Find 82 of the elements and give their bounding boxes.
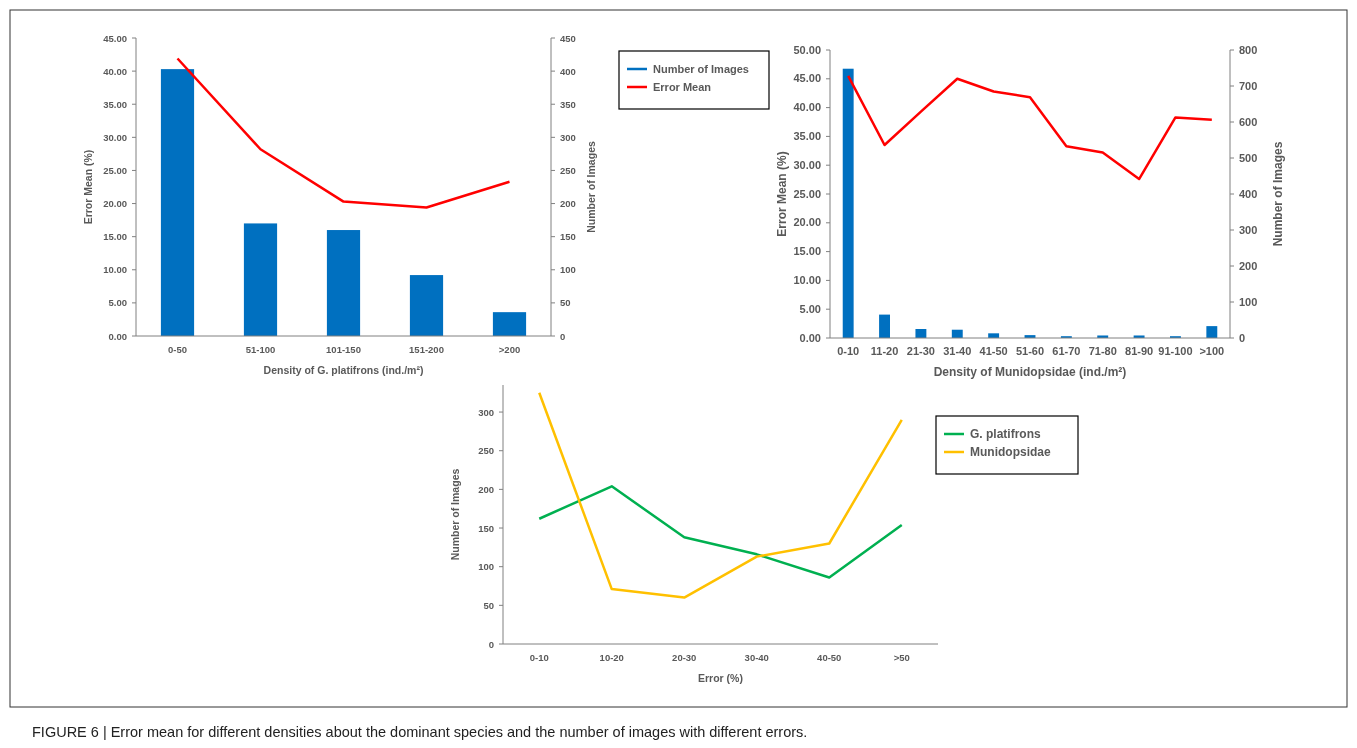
- y-tick-label: 20.00: [793, 216, 821, 229]
- y-tick-label: 0.00: [799, 331, 821, 344]
- y-tick-label: 35.00: [793, 129, 821, 142]
- x-tick-label: >200: [498, 344, 521, 355]
- y2-tick-label: 300: [1239, 223, 1258, 236]
- y2-axis-title: Number of Images: [585, 141, 597, 233]
- x-tick-label: 51-100: [245, 344, 276, 355]
- y-tick-label: 25.00: [793, 187, 821, 200]
- y2-tick-label: 300: [560, 131, 576, 143]
- x-tick-label: 101-150: [326, 344, 361, 355]
- caption: FIGURE 6 | Error mean for different densities about the dominant species and the number of images with different errors.: [32, 724, 808, 740]
- y-tick-label: 15.00: [793, 245, 821, 258]
- legend-label: G. platifrons: [970, 427, 1041, 441]
- y-axis-title: Error Mean (%): [775, 151, 789, 237]
- x-tick-label: 71-80: [1088, 345, 1117, 357]
- y2-tick-label: 0: [560, 330, 566, 342]
- y2-tick-label: 150: [560, 231, 576, 243]
- x-tick-label: >100: [1199, 345, 1225, 357]
- y-tick-label: 0.00: [108, 330, 127, 342]
- y-tick-label: 50.00: [793, 43, 821, 56]
- x-axis-title: Error (%): [698, 672, 743, 684]
- x-tick-label: 31-40: [943, 345, 972, 357]
- y-tick-label: 25.00: [103, 164, 127, 176]
- y2-tick-label: 400: [1239, 187, 1258, 200]
- y-tick-label: 100: [478, 561, 494, 573]
- y-tick-label: 300: [478, 406, 494, 418]
- y2-tick-label: 400: [560, 65, 576, 77]
- y-tick-label: 45.00: [103, 32, 127, 44]
- x-tick-label: 0-10: [837, 345, 860, 357]
- y2-tick-label: 450: [560, 32, 576, 44]
- y-axis-title: Number of Images: [449, 468, 461, 561]
- y-tick-label: 35.00: [103, 98, 127, 110]
- y-tick-label: 10.00: [793, 273, 821, 286]
- legend-label: Munidopsidae: [970, 445, 1051, 459]
- y2-tick-label: 200: [560, 198, 576, 210]
- x-axis-title: Density of Munidopsidae (ind./m²): [933, 365, 1127, 379]
- x-tick-label: 41-50: [979, 345, 1008, 357]
- legend-label: Number of Images: [653, 63, 749, 75]
- y2-tick-label: 200: [1239, 259, 1258, 272]
- x-axis-title: Density of G. platifrons (ind./m²): [263, 364, 424, 376]
- y-tick-label: 20.00: [103, 198, 127, 210]
- legend-label: Error Mean: [653, 81, 712, 93]
- y2-tick-label: 500: [1239, 151, 1258, 164]
- y-tick-label: 0: [488, 638, 494, 650]
- x-tick-label: 10-20: [599, 652, 624, 663]
- x-tick-label: 0-10: [529, 652, 549, 663]
- y-axis-title: Error Mean (%): [82, 149, 94, 225]
- y-tick-label: 40.00: [793, 101, 821, 114]
- y2-tick-label: 250: [560, 164, 576, 176]
- x-tick-label: 151-200: [409, 344, 444, 355]
- y2-axis-title: Number of Images: [1271, 141, 1285, 247]
- y-tick-label: 150: [478, 522, 494, 534]
- y-tick-label: 10.00: [103, 264, 127, 276]
- x-tick-label: 91-100: [1158, 345, 1193, 357]
- y-tick-label: 15.00: [103, 231, 127, 243]
- y-tick-label: 5.00: [799, 302, 821, 315]
- y-tick-label: 40.00: [103, 65, 127, 77]
- y-tick-label: 50: [483, 599, 494, 611]
- y2-tick-label: 600: [1239, 115, 1258, 128]
- x-tick-label: 81-90: [1125, 345, 1154, 357]
- x-tick-label: 11-20: [870, 345, 899, 357]
- x-tick-label: 0-50: [167, 344, 188, 355]
- x-tick-label: 20-30: [672, 652, 697, 663]
- y-tick-label: 5.00: [108, 297, 127, 309]
- y-tick-label: 30.00: [793, 158, 821, 171]
- y2-tick-label: 100: [560, 264, 576, 276]
- y-tick-label: 45.00: [793, 72, 821, 85]
- y2-tick-label: 700: [1239, 79, 1258, 92]
- y-tick-label: 250: [478, 445, 494, 457]
- x-tick-label: 21-30: [906, 345, 935, 357]
- x-tick-label: 61-70: [1052, 345, 1081, 357]
- y2-tick-label: 50: [560, 297, 571, 309]
- y-tick-label: 30.00: [103, 131, 127, 143]
- x-tick-label: 30-40: [744, 652, 769, 663]
- y2-tick-label: 350: [560, 98, 576, 110]
- y2-tick-label: 0: [1239, 331, 1246, 344]
- x-tick-label: >50: [893, 652, 910, 663]
- x-tick-label: 51-60: [1015, 345, 1045, 357]
- y-tick-label: 200: [478, 483, 494, 495]
- x-tick-label: 40-50: [817, 652, 842, 663]
- y2-tick-label: 800: [1239, 43, 1258, 56]
- y2-tick-label: 100: [1239, 295, 1258, 308]
